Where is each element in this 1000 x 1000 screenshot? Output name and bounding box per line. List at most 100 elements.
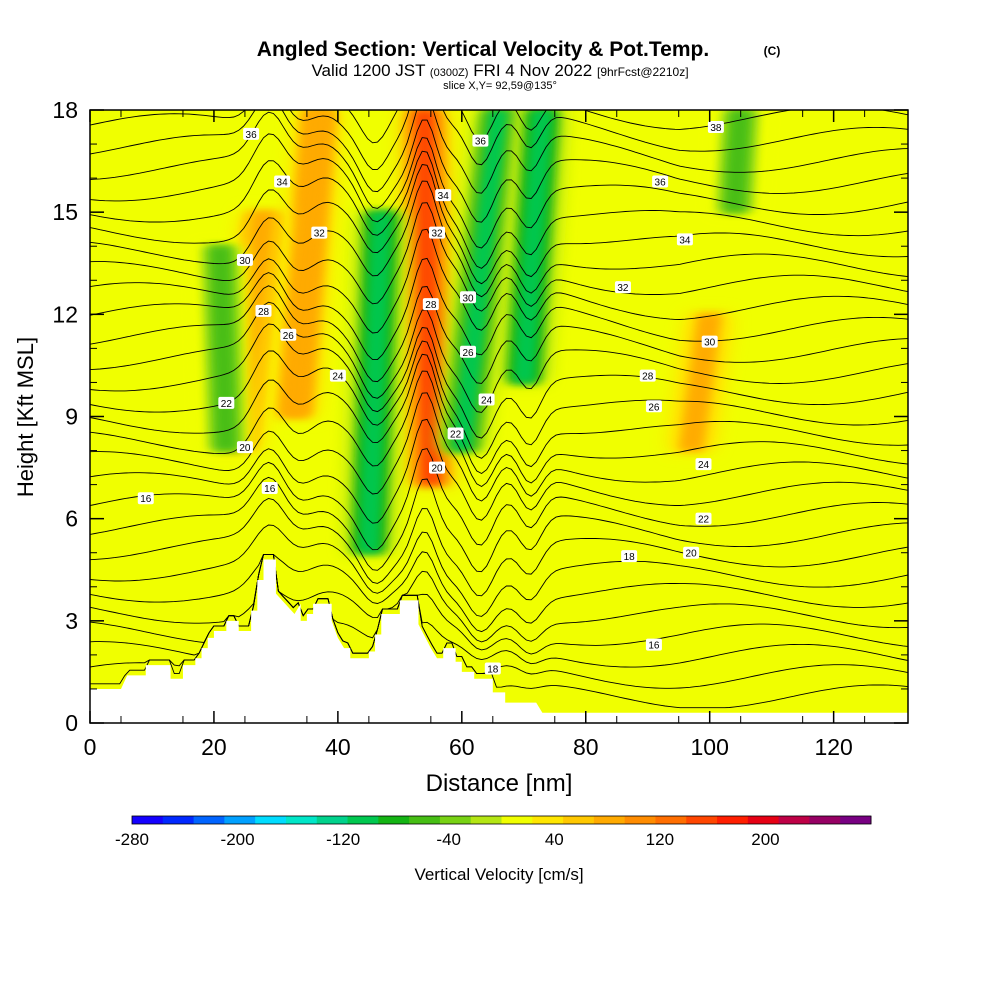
isentrope-line xyxy=(90,228,908,334)
isentrope-label: 18 xyxy=(484,662,501,676)
isentrope-label: 30 xyxy=(460,291,477,304)
isentrope-label: 38 xyxy=(707,121,724,134)
isentrope-label: 22 xyxy=(218,396,235,410)
colorbar-swatch xyxy=(563,816,595,824)
colorbar-swatch xyxy=(778,816,810,824)
x-tick-label: 120 xyxy=(814,734,852,760)
y-tick-label: 18 xyxy=(52,97,78,123)
isentrope-label: 20 xyxy=(429,461,446,475)
isentrope-label-bg xyxy=(707,121,724,134)
isentrope-label-bg xyxy=(435,189,452,202)
isentrope-label: 22 xyxy=(695,512,712,526)
colorbar-swatch xyxy=(470,816,502,824)
terrain-mask xyxy=(90,559,908,723)
isentrope-label: 24 xyxy=(478,393,495,406)
colorbar-swatch xyxy=(378,816,410,824)
isentrope-label: 24 xyxy=(329,369,346,383)
isentrope-line xyxy=(90,111,908,223)
colorbar-label: Vertical Velocity [cm/s] xyxy=(414,865,583,884)
isentrope-label: 20 xyxy=(236,441,253,454)
isentrope-label: 34 xyxy=(676,233,693,246)
y-axis-label: Height [Kft MSL] xyxy=(13,337,38,497)
colorbar-swatch xyxy=(593,816,626,824)
isentrope-label-text: 32 xyxy=(431,229,443,240)
x-tick-label: 40 xyxy=(325,734,351,760)
isentrope-label-text: 24 xyxy=(698,460,710,471)
isentrope-label: 32 xyxy=(429,226,446,240)
isentrope-label-bg xyxy=(645,400,662,413)
isentrope-label-text: 34 xyxy=(438,191,450,202)
colorbar-tick-label: 200 xyxy=(751,830,779,849)
colorbar-tick-label: -40 xyxy=(436,830,461,849)
isentrope-label-text: 16 xyxy=(648,641,660,652)
colorbar-tick-label: -280 xyxy=(115,830,149,849)
isentrope-label-text: 24 xyxy=(481,395,493,406)
isentrope-label-text: 32 xyxy=(314,229,326,240)
isentrope-label: 18 xyxy=(621,550,638,563)
isentrope-label-text: 22 xyxy=(221,399,233,410)
colorbar-frame xyxy=(131,815,872,825)
copyright-mark: (C) xyxy=(764,44,781,58)
isentrope-label-bg xyxy=(274,175,291,188)
isentrope-label-bg xyxy=(614,281,631,294)
isentrope-label-text: 34 xyxy=(277,178,289,189)
colorbar-swatch xyxy=(193,816,225,824)
colorbar-swatch xyxy=(717,816,749,824)
downdraft-band-level xyxy=(724,110,751,213)
slice-label: slice X,Y= 92,59@135° xyxy=(443,80,557,92)
isentrope-label-bg xyxy=(429,226,446,239)
isentrope-label-bg xyxy=(447,427,464,440)
updraft-band-4 xyxy=(665,314,736,451)
isentrope-line xyxy=(90,133,908,249)
isentrope-line xyxy=(90,301,908,413)
isentrope-label: 26 xyxy=(280,328,297,342)
isentrope-label: 16 xyxy=(645,638,662,652)
isentrope-label-text: 38 xyxy=(710,123,722,134)
isentrope-line xyxy=(90,110,908,194)
isentrope-label: 28 xyxy=(255,304,272,318)
isentrope-label-bg xyxy=(218,396,235,409)
isentrope-line xyxy=(90,353,908,475)
isentrope-label-text: 18 xyxy=(487,665,499,676)
isentrope-label-bg xyxy=(329,369,346,382)
isentrope-label-text: 26 xyxy=(462,348,474,359)
colorbar-swatch xyxy=(285,816,318,824)
isentrope-line xyxy=(90,392,908,502)
isentrope-label-bg xyxy=(478,393,495,406)
isentrope-line xyxy=(90,476,908,573)
colorbar-tick-label: -120 xyxy=(326,830,360,849)
isentrope-label-text: 28 xyxy=(425,300,437,311)
isentrope-label-bg xyxy=(676,233,693,246)
colorbar-tick-label: 120 xyxy=(646,830,674,849)
isentrope-label-bg xyxy=(460,291,477,304)
colorbar-swatch xyxy=(840,816,872,824)
isentrope-label-bg xyxy=(261,482,278,495)
isentrope-label: 26 xyxy=(645,400,662,413)
isentrope-label-text: 18 xyxy=(624,552,636,563)
isentrope-label-bg xyxy=(695,458,712,471)
isentrope-label-bg xyxy=(255,304,272,317)
x-tick-label: 60 xyxy=(449,734,475,760)
isentrope-line xyxy=(90,180,908,298)
isentrope-line xyxy=(90,551,908,633)
isentrope-label-text: 32 xyxy=(617,283,629,294)
isentrope-line xyxy=(90,524,908,617)
colorbar-swatch xyxy=(132,816,164,824)
isentrope-label-text: 30 xyxy=(239,256,251,267)
isentrope-label-text: 34 xyxy=(679,235,691,246)
isentrope-label-bg xyxy=(652,175,669,188)
plot-area: 3634323028262422201616363432302826242220… xyxy=(52,97,909,760)
colorbar-swatch xyxy=(655,816,687,824)
downdraft-band-1 xyxy=(342,212,408,553)
isentrope-label-bg xyxy=(311,226,328,239)
isentrope-labels: 36 34 32 30 28 26 24 22 20 16 16 36 34 32 30 28 26 24 22 20… xyxy=(137,121,724,676)
x-tick-label: 20 xyxy=(201,734,227,760)
isentrope-line xyxy=(90,370,908,488)
updraft-band-level xyxy=(681,314,720,451)
isentrope-label-text: 24 xyxy=(332,372,344,383)
isentrope-line xyxy=(90,257,908,361)
isentrope-label-bg xyxy=(422,298,439,311)
x-axis-label: Distance [nm] xyxy=(426,770,573,797)
colorbar-swatch xyxy=(409,816,441,824)
